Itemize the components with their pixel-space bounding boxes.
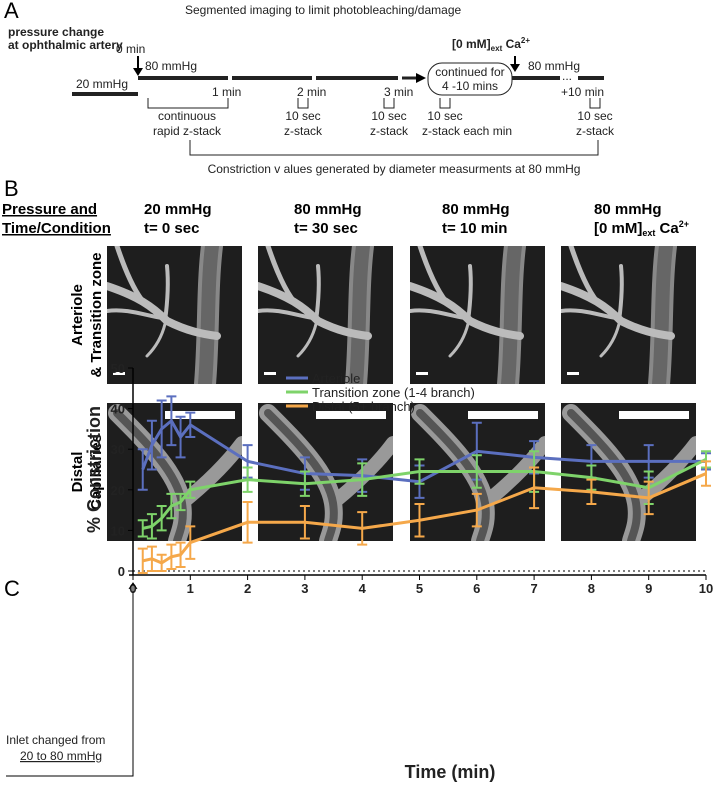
x-tick-label: 7 bbox=[530, 581, 537, 596]
label: 80 mmHg bbox=[145, 59, 197, 73]
annotation-arrow bbox=[6, 582, 138, 777]
y-axis-label: % Constriction bbox=[84, 406, 104, 533]
calcium: [0 mM]ext Ca2+ bbox=[452, 36, 530, 53]
label: z-stack bbox=[576, 124, 615, 138]
label: 0 min bbox=[116, 42, 145, 56]
row-label: Distal bbox=[69, 452, 86, 493]
label: 4 -10 mins bbox=[442, 79, 498, 93]
label: z-stack each min bbox=[422, 124, 512, 138]
annotation: Inlet changed from bbox=[6, 733, 105, 747]
header: Time/Condition bbox=[2, 220, 111, 237]
column-header: t= 0 sec bbox=[144, 220, 199, 237]
legend-label: Transition zone (1-4 branch) bbox=[312, 385, 475, 400]
y-tick-label: 40 bbox=[111, 402, 125, 417]
image bbox=[410, 246, 545, 384]
x-axis-label: Time (min) bbox=[405, 762, 496, 782]
label: z-stack bbox=[284, 124, 323, 138]
arrowhead bbox=[133, 68, 143, 76]
label: 10 sec bbox=[577, 109, 612, 123]
line bbox=[142, 458, 707, 530]
y-tick-label: 10 bbox=[111, 523, 125, 538]
column-header: t= 30 sec bbox=[294, 220, 358, 237]
panel-label: B bbox=[4, 176, 19, 201]
annotation: 20 to 80 mmHg bbox=[20, 749, 102, 763]
note: Constriction v alues generated by diamet… bbox=[208, 162, 581, 176]
label: continued for bbox=[435, 65, 504, 79]
x-tick-label: 3 bbox=[301, 581, 308, 596]
column-header: 80 mmHg bbox=[442, 201, 510, 218]
x-tick-label: 4 bbox=[359, 581, 367, 596]
image bbox=[561, 246, 696, 384]
label: +10 min bbox=[561, 85, 604, 99]
x-tick-label: 8 bbox=[588, 581, 595, 596]
x-tick-label: 5 bbox=[416, 581, 423, 596]
column-header: 80 mmHg bbox=[294, 201, 362, 218]
label: 20 mmHg bbox=[76, 77, 128, 91]
title: Segmented imaging to limit photobleachin… bbox=[185, 3, 462, 17]
x-tick-label: 1 bbox=[187, 581, 194, 596]
label: 2 min bbox=[297, 85, 326, 99]
label: at ophthalmic artery bbox=[8, 38, 123, 52]
legend-label: Arteriole bbox=[312, 371, 360, 386]
image bbox=[107, 246, 242, 384]
label: 3 min bbox=[384, 85, 413, 99]
row-label: Capillaries bbox=[88, 434, 105, 510]
x-tick-label: 2 bbox=[244, 581, 251, 596]
y-tick-label: 30 bbox=[111, 442, 125, 457]
row-label: Arteriole bbox=[69, 284, 86, 346]
image bbox=[258, 246, 393, 384]
x-tick-label: 6 bbox=[473, 581, 480, 596]
y-tick-label: 20 bbox=[111, 483, 125, 498]
column-header: 20 mmHg bbox=[144, 201, 212, 218]
y-tick-label: 0 bbox=[118, 564, 125, 579]
label: 80 mmHg bbox=[528, 59, 580, 73]
ellipsis: ... bbox=[562, 69, 572, 83]
legend-label: Distal (5+ branch) bbox=[312, 399, 415, 414]
x-tick-label: 10 bbox=[699, 581, 713, 596]
label: z-stack bbox=[370, 124, 409, 138]
column-header: t= 10 min bbox=[442, 220, 507, 237]
header: Pressure and bbox=[2, 201, 97, 218]
column-header: 80 mmHg bbox=[594, 201, 662, 218]
label: 10 sec bbox=[285, 109, 320, 123]
x-tick-label: 9 bbox=[645, 581, 652, 596]
brackets bbox=[147, 98, 601, 156]
panel-label: C bbox=[4, 576, 20, 601]
column-header: [0 mM]ext Ca2+ bbox=[594, 219, 689, 238]
label: 1 min bbox=[212, 85, 241, 99]
arrowhead bbox=[510, 64, 520, 72]
y-tick-label: 50 bbox=[111, 361, 125, 376]
arrowhead bbox=[416, 73, 426, 83]
row-label: & Transition zone bbox=[88, 252, 105, 377]
label: rapid z-stack bbox=[153, 124, 222, 138]
line bbox=[142, 472, 707, 565]
label: continuous bbox=[158, 109, 216, 123]
label: 10 sec bbox=[427, 109, 462, 123]
label: pressure change bbox=[8, 25, 104, 39]
panel-label: A bbox=[4, 0, 19, 23]
label: 10 sec bbox=[371, 109, 406, 123]
